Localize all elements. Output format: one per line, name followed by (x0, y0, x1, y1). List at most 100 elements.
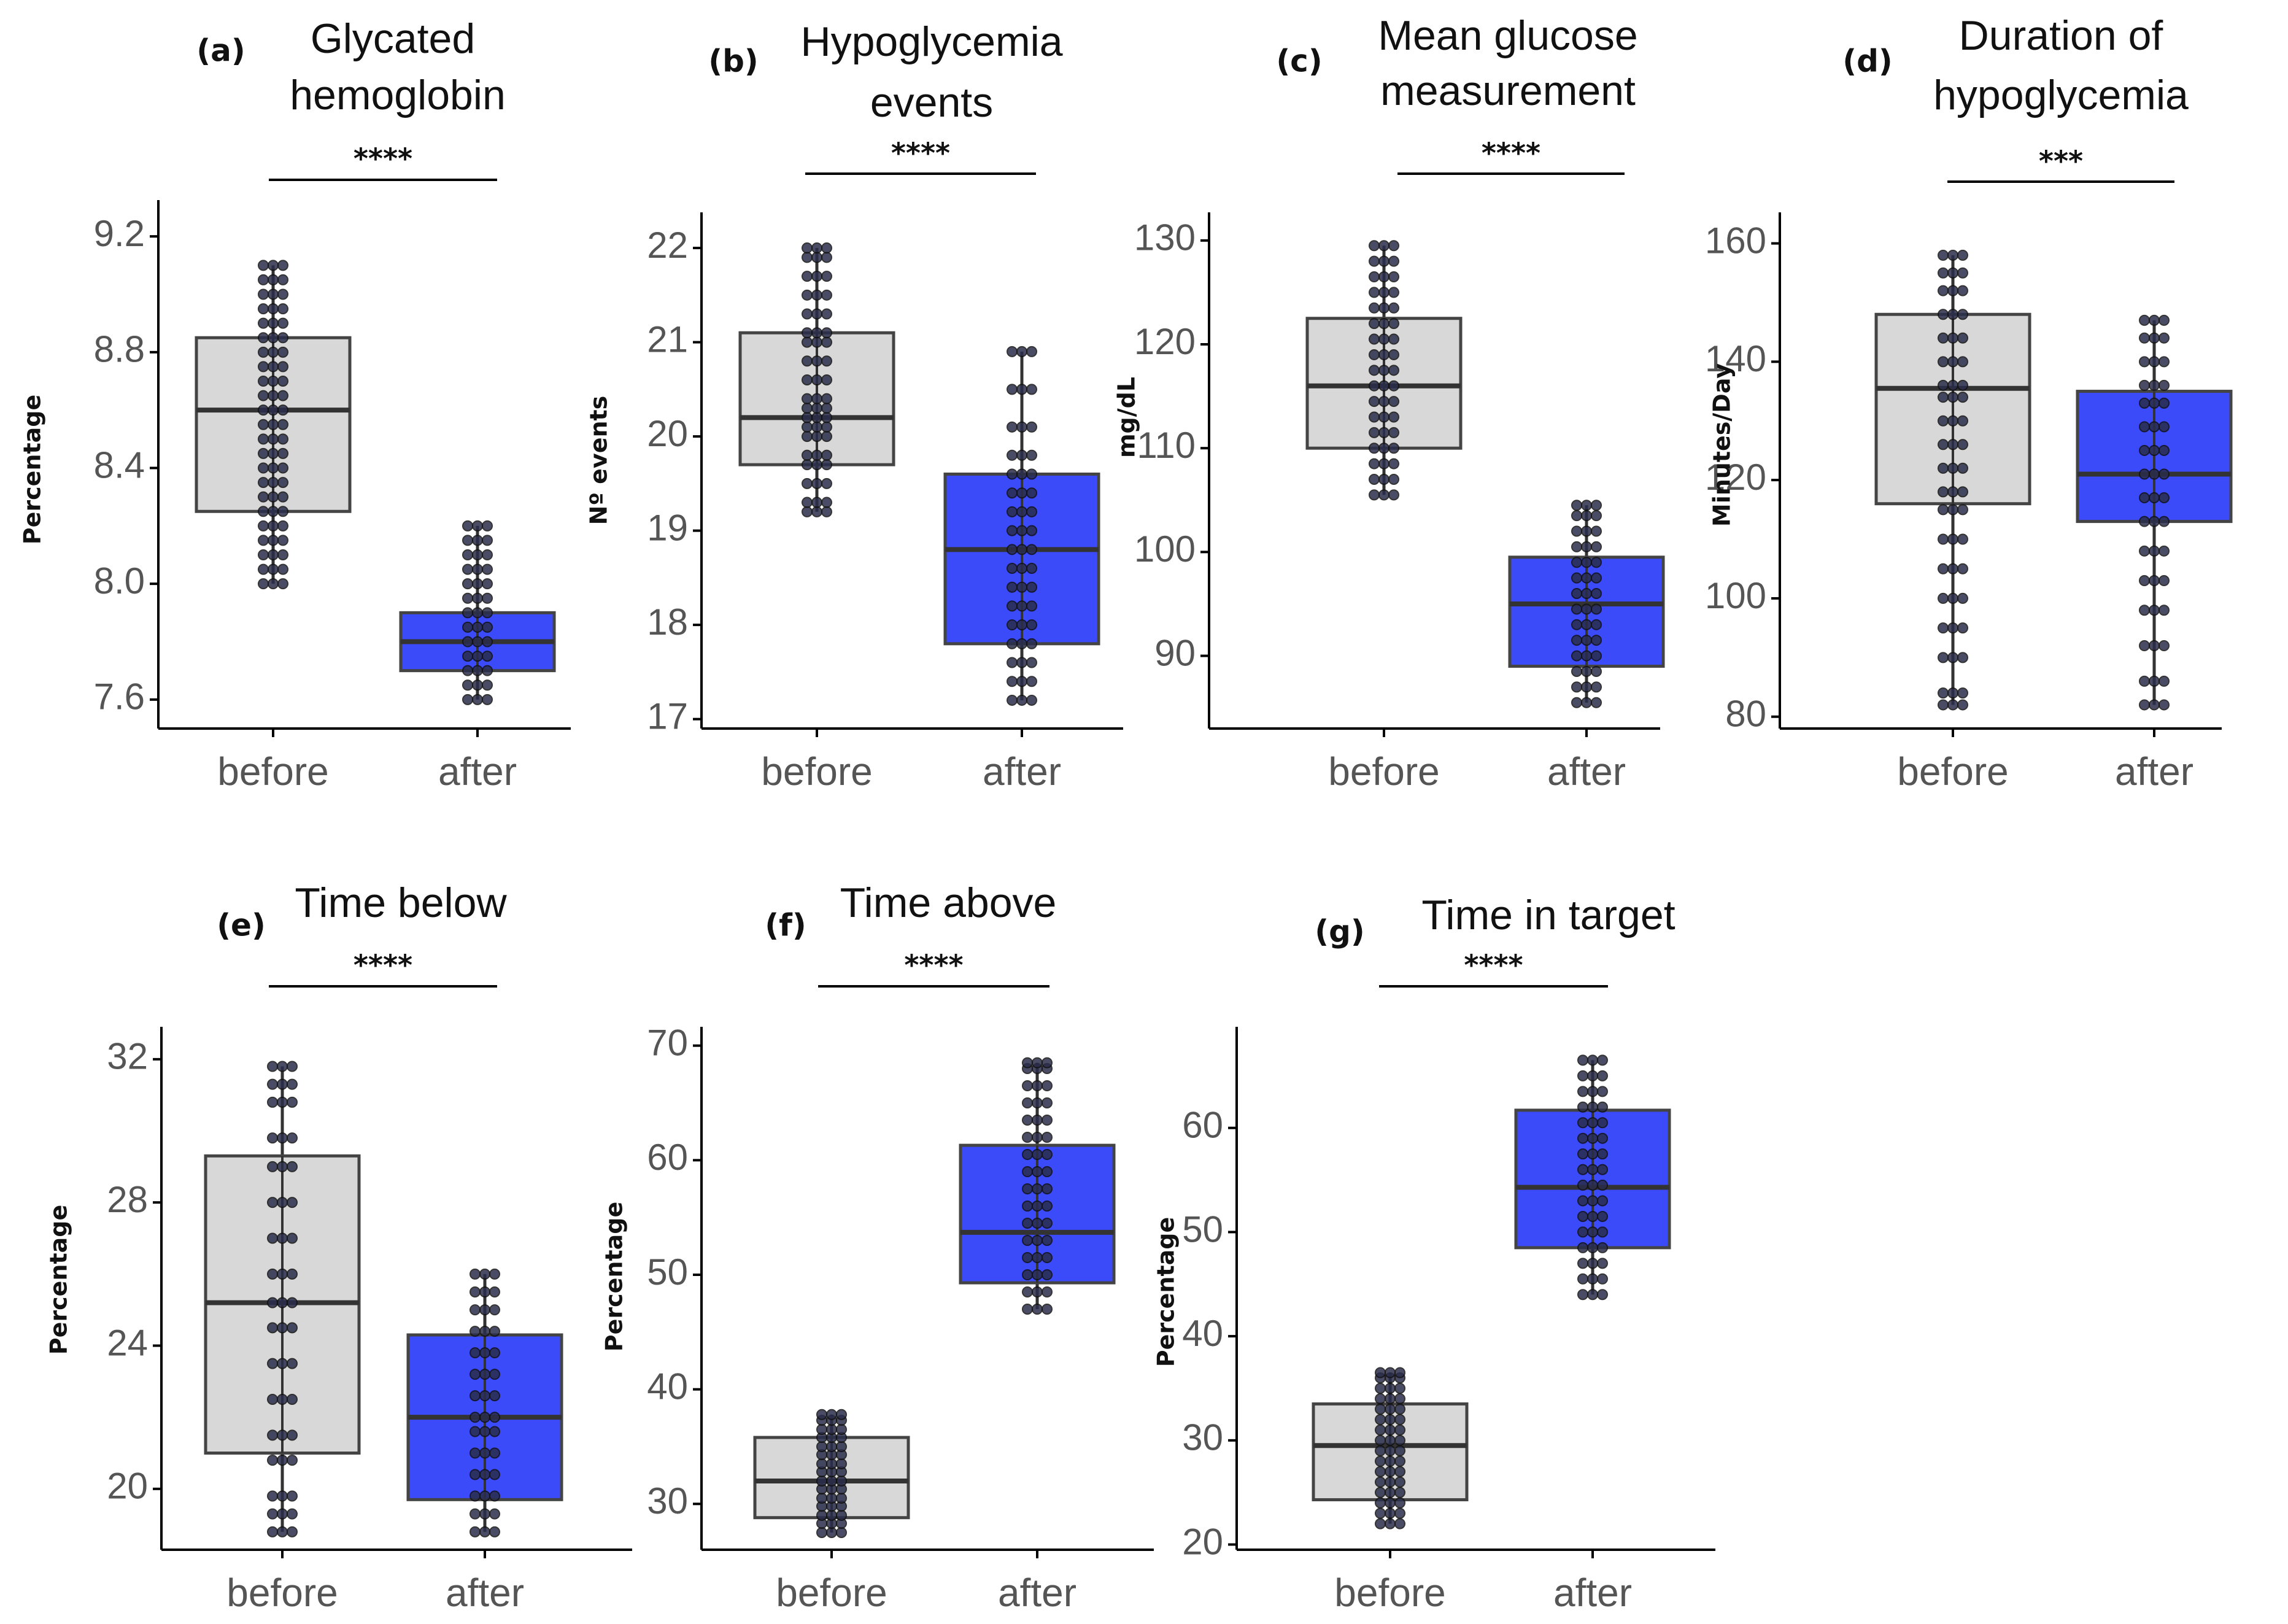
data-point (1947, 267, 1958, 279)
data-point (1022, 1132, 1033, 1143)
data-point (1369, 427, 1380, 438)
data-point (470, 1469, 481, 1480)
x-tick-label: before (761, 749, 872, 794)
data-point (489, 1268, 500, 1280)
data-point (472, 694, 483, 705)
data-point (277, 274, 288, 285)
data-point (277, 1322, 288, 1334)
data-point (472, 665, 483, 676)
data-point (1597, 1054, 1608, 1066)
data-point (462, 665, 473, 676)
panel-title-line: Time below (295, 880, 507, 926)
data-point (836, 1475, 847, 1487)
y-tick-label: 8.8 (94, 329, 145, 370)
data-point (1016, 694, 1027, 706)
data-point (1007, 506, 1018, 517)
data-point (489, 1526, 500, 1537)
data-point (1016, 525, 1027, 536)
data-point (1026, 487, 1037, 499)
data-point (1032, 1132, 1043, 1143)
data-point (1957, 332, 1968, 344)
data-point (470, 1286, 481, 1297)
data-point (482, 520, 493, 532)
data-point (821, 431, 832, 443)
data-point (802, 355, 813, 367)
data-point (1007, 487, 1018, 499)
data-point (277, 491, 288, 503)
data-point (1042, 1218, 1053, 1229)
data-point (268, 419, 279, 430)
data-point (826, 1441, 837, 1452)
data-point (836, 1493, 847, 1504)
data-point (462, 621, 473, 633)
data-point (1016, 487, 1027, 499)
data-point (287, 1061, 298, 1072)
data-point (821, 412, 832, 423)
data-point (1016, 384, 1027, 395)
data-point (277, 1078, 288, 1090)
data-point (1375, 1466, 1386, 1477)
data-point (1375, 1403, 1386, 1415)
data-point (1938, 439, 1949, 450)
data-point (1577, 1132, 1588, 1144)
data-point (1385, 1434, 1396, 1446)
data-point (1947, 687, 1958, 699)
data-point (1947, 309, 1958, 320)
data-point (1577, 1054, 1588, 1066)
data-point (1957, 379, 1968, 391)
data-point (1369, 473, 1380, 485)
data-point (1947, 392, 1958, 403)
data-point (470, 1490, 481, 1502)
data-point (1042, 1166, 1053, 1177)
data-point (1957, 533, 1968, 545)
data-point (1591, 619, 1602, 630)
data-point (1026, 657, 1037, 668)
data-point (287, 1526, 298, 1537)
data-point (802, 506, 813, 517)
data-point (1587, 1210, 1598, 1222)
panel-letter: (f) (765, 908, 806, 943)
data-point (267, 1358, 278, 1369)
data-point (1571, 588, 1582, 600)
y-tick-label: 22 (647, 225, 688, 266)
data-point (2149, 444, 2160, 456)
data-point (268, 447, 279, 459)
data-point (1571, 619, 1582, 630)
data-point (1597, 1258, 1608, 1269)
data-point (1385, 1393, 1396, 1404)
data-point (277, 390, 288, 401)
data-point (1591, 572, 1602, 584)
data-point (258, 317, 269, 329)
y-tick-label: 19 (647, 507, 688, 548)
data-point (821, 355, 832, 367)
data-point (1957, 652, 1968, 663)
data-point (1571, 572, 1582, 584)
data-point (267, 1429, 278, 1441)
y-tick-label: 20 (107, 1466, 148, 1507)
data-point (1369, 458, 1380, 470)
data-point (258, 563, 269, 575)
data-point (1032, 1235, 1043, 1246)
data-point (462, 563, 473, 575)
data-point (267, 1490, 278, 1502)
data-point (277, 1197, 288, 1208)
data-point (1571, 510, 1582, 522)
data-point (1394, 1445, 1405, 1456)
data-point (479, 1447, 490, 1459)
data-point (1577, 1070, 1588, 1081)
data-point (1587, 1148, 1598, 1160)
data-point (1957, 462, 1968, 474)
data-point (1957, 249, 1968, 261)
y-tick-label: 40 (1182, 1313, 1223, 1354)
data-point (2139, 516, 2150, 527)
data-point (816, 1424, 827, 1435)
data-point (2139, 444, 2150, 456)
data-point (1571, 525, 1582, 537)
data-point (811, 289, 822, 301)
data-point (287, 1429, 298, 1441)
data-point (277, 361, 288, 373)
data-point (277, 549, 288, 560)
data-point (1022, 1304, 1033, 1315)
data-point (268, 549, 279, 560)
data-point (1378, 287, 1389, 298)
